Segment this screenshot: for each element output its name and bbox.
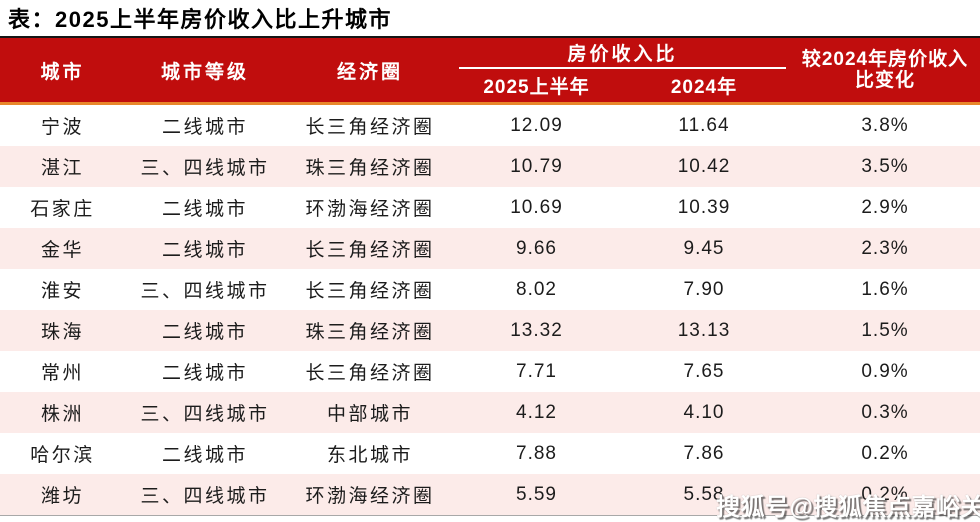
cell-city: 哈尔滨 <box>30 445 95 466</box>
cell-region: 长三角经济圈 <box>305 117 435 138</box>
cell-city: 石家庄 <box>30 199 95 220</box>
cell-change: 2.9% <box>861 196 909 218</box>
table-header: 城市 城市等级 经济圈 房价收入比 2025上半年 2024年 较2024年房价… <box>0 36 980 102</box>
cell-ratio_2024: 10.39 <box>677 196 731 218</box>
cell-ratio_2025: 12.09 <box>510 114 563 136</box>
cell-city: 湛江 <box>40 158 84 179</box>
cell-tier: 二线城市 <box>161 363 248 384</box>
table-row: 潍坊 三、四线城市 环渤海经济圈 5.59 5.58 0.2% <box>0 474 980 515</box>
col-header-city: 城市 <box>40 61 85 83</box>
cell-region: 东北城市 <box>326 445 413 466</box>
cell-region: 长三角经济圈 <box>305 281 435 302</box>
cell-ratio_2024: 10.42 <box>677 155 731 177</box>
cell-ratio_2025: 10.79 <box>510 155 563 177</box>
col-header-ratio-2025h1: 2025上半年 <box>483 77 590 98</box>
cell-change: 1.6% <box>861 278 909 300</box>
cell-ratio_2025: 4.12 <box>516 401 557 423</box>
cell-region: 环渤海经济圈 <box>305 486 435 507</box>
cell-change: 0.3% <box>861 401 909 423</box>
cell-city: 潍坊 <box>40 486 84 507</box>
cell-change: 1.5% <box>861 319 909 341</box>
col-header-change-line1: 较2024年房价收入 <box>801 49 969 70</box>
cell-tier: 二线城市 <box>161 445 248 466</box>
cell-region: 中部城市 <box>326 404 413 425</box>
cell-change: 0.2% <box>861 483 909 505</box>
cell-ratio_2025: 7.71 <box>516 360 557 382</box>
cell-change: 0.9% <box>861 360 909 382</box>
cell-tier: 二线城市 <box>161 240 248 261</box>
table-row: 常州 二线城市 长三角经济圈 7.71 7.65 0.9% <box>0 351 980 392</box>
cell-ratio_2025: 10.69 <box>510 196 563 218</box>
cell-region: 珠三角经济圈 <box>305 322 435 343</box>
cell-city: 珠海 <box>40 322 84 343</box>
cell-tier: 三、四线城市 <box>140 158 270 179</box>
table-row: 淮安 三、四线城市 长三角经济圈 8.02 7.90 1.6% <box>0 269 980 310</box>
cell-city: 常州 <box>40 363 84 384</box>
cell-ratio_2024: 7.86 <box>683 442 725 464</box>
cell-ratio_2024: 5.58 <box>683 483 725 505</box>
cell-ratio_2025: 7.88 <box>516 442 557 464</box>
cell-ratio_2025: 9.66 <box>516 237 557 259</box>
table-row: 哈尔滨 二线城市 东北城市 7.88 7.86 0.2% <box>0 433 980 474</box>
table-row: 金华 二线城市 长三角经济圈 9.66 9.45 2.3% <box>0 228 980 269</box>
cell-ratio_2024: 7.65 <box>683 360 725 382</box>
table-row: 珠海 二线城市 珠三角经济圈 13.32 13.13 1.5% <box>0 310 980 351</box>
col-header-tier: 城市等级 <box>160 61 249 83</box>
table-row: 石家庄 二线城市 环渤海经济圈 10.69 10.39 2.9% <box>0 187 980 228</box>
cell-tier: 三、四线城市 <box>140 281 270 302</box>
cell-region: 珠三角经济圈 <box>305 158 435 179</box>
cell-ratio_2025: 13.32 <box>510 319 563 341</box>
cell-ratio_2024: 13.13 <box>677 319 731 341</box>
header-accent-line <box>0 102 980 105</box>
data-table: 城市 城市等级 经济圈 房价收入比 2025上半年 2024年 较2024年房价… <box>0 36 980 516</box>
ratio-subheaders: 2025上半年 2024年 <box>455 69 790 102</box>
cell-tier: 二线城市 <box>161 322 248 343</box>
cell-tier: 三、四线城市 <box>140 404 270 425</box>
ratio-group-underline <box>459 67 786 69</box>
cell-region: 长三角经济圈 <box>305 363 435 384</box>
table-row: 湛江 三、四线城市 珠三角经济圈 10.79 10.42 3.5% <box>0 146 980 187</box>
cell-city: 金华 <box>40 240 84 261</box>
cell-tier: 三、四线城市 <box>140 486 270 507</box>
cell-change: 3.5% <box>861 155 909 177</box>
table-row: 株洲 三、四线城市 中部城市 4.12 4.10 0.3% <box>0 392 980 433</box>
cell-ratio_2025: 8.02 <box>516 278 557 300</box>
table-title: 表：2025上半年房价收入比上升城市 <box>8 7 392 32</box>
cell-region: 环渤海经济圈 <box>305 199 435 220</box>
table-row: 宁波 二线城市 长三角经济圈 12.09 11.64 3.8% <box>0 105 980 146</box>
cell-ratio_2025: 5.59 <box>516 483 557 505</box>
cell-ratio_2024: 4.10 <box>683 401 725 423</box>
col-header-change-line2: 比变化 <box>854 70 915 91</box>
table-body: 宁波 二线城市 长三角经济圈 12.09 11.64 3.8% 湛江 三、四线城市 珠三角经济圈… <box>0 105 980 516</box>
watermark: 搜狐号@搜狐焦点嘉峪关站 <box>716 494 980 521</box>
cell-change: 2.3% <box>861 237 909 259</box>
cell-region: 长三角经济圈 <box>305 240 435 261</box>
col-header-change: 较2024年房价收入 比变化 <box>790 38 980 102</box>
cell-ratio_2024: 7.90 <box>683 278 725 300</box>
cell-tier: 二线城市 <box>161 199 248 220</box>
cell-tier: 二线城市 <box>161 117 248 138</box>
col-group-ratio: 房价收入比 2025上半年 2024年 <box>455 38 790 102</box>
cell-city: 宁波 <box>40 117 84 138</box>
cell-city: 株洲 <box>40 404 84 425</box>
cell-change: 0.2% <box>861 442 909 464</box>
cell-ratio_2024: 11.64 <box>678 114 730 136</box>
cell-change: 3.8% <box>861 114 909 136</box>
col-header-region: 经济圈 <box>336 61 403 83</box>
cell-ratio_2024: 9.45 <box>683 237 725 259</box>
col-header-ratio-2024: 2024年 <box>670 77 738 98</box>
col-header-ratio-group: 房价收入比 <box>567 44 678 65</box>
cell-city: 淮安 <box>40 281 84 302</box>
